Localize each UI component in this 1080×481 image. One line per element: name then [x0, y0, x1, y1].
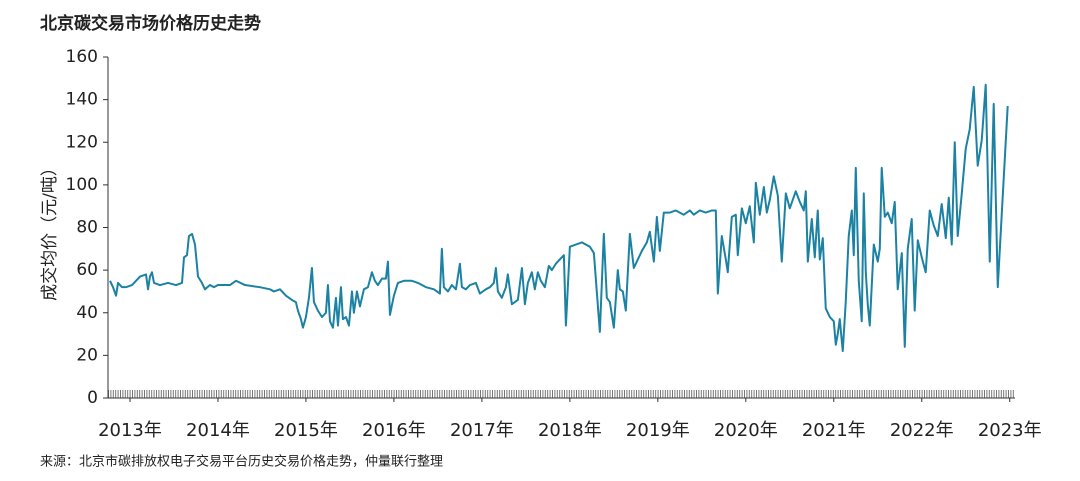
price-line [109, 83, 1009, 353]
x-tick-label: 2014年 [186, 420, 250, 441]
minor-ticks [108, 390, 1015, 398]
y-axis-label: 成交均价（元/吨） [40, 159, 60, 301]
x-tick-label: 2020年 [714, 420, 778, 441]
x-tick-label: 2019年 [626, 420, 690, 441]
y-tick-label: 140 [66, 90, 98, 110]
source-note: 来源：北京市碳排放权电子交易平台历史交易价格走势，仲量联行整理 [40, 454, 443, 470]
y-tick-label: 0 [87, 388, 98, 408]
x-tick-label: 2015年 [274, 420, 338, 441]
y-tick-label: 20 [76, 345, 98, 365]
x-tick-label: 2018年 [538, 420, 602, 441]
x-tick-label: 2017年 [450, 420, 514, 441]
y-tick-label: 60 [76, 260, 98, 280]
x-tick-label: 2016年 [362, 420, 426, 441]
y-tick-label: 80 [76, 218, 98, 238]
chart-title: 北京碳交易市场价格历史走势 [40, 13, 261, 34]
x-tick-label: 2013年 [98, 420, 162, 441]
y-tick-label: 40 [76, 303, 98, 323]
y-tick-label: 120 [66, 132, 98, 152]
x-tick-label: 2022年 [890, 420, 954, 441]
x-tick-label: 2023年 [978, 420, 1042, 441]
y-tick-label: 100 [66, 175, 98, 195]
x-tick-label: 2021年 [802, 420, 866, 441]
y-tick-label: 160 [66, 47, 98, 67]
